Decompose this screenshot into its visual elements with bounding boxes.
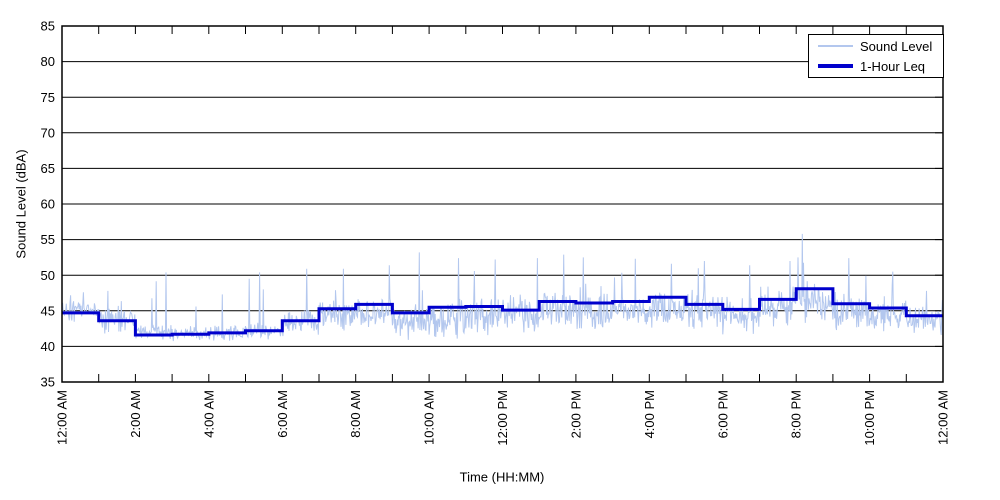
y-tick-label: 45 [41,303,55,318]
x-tick-label: 12:00 AM [55,390,70,445]
x-axis-title: Time (HH:MM) [459,469,545,485]
x-tick-label: 2:00 AM [128,390,143,438]
x-tick-label: 12:00 PM [495,390,510,446]
x-tick-label: 8:00 PM [789,390,804,438]
x-tick-label: 6:00 PM [715,390,730,438]
x-tick-label: 8:00 AM [348,390,363,438]
y-tick-label: 80 [41,54,55,69]
y-tick-label: 75 [41,90,55,105]
y-axis-title: Sound Level (dBA) [13,149,29,259]
y-tick-label: 55 [41,232,55,247]
y-tick-label: 85 [41,19,55,34]
leq-line-sample [818,64,853,68]
x-tick-label: 10:00 PM [862,390,877,446]
y-tick-label: 70 [41,125,55,140]
legend-label-leq: 1-Hour Leq [860,58,926,74]
y-tick-label: 65 [41,161,55,176]
sound-level-line-sample [818,45,853,47]
x-tick-label: 4:00 AM [201,390,216,438]
y-tick-label: 60 [41,197,55,212]
x-tick-label: 12:00 AM [936,390,951,445]
x-tick-label: 4:00 PM [642,390,657,438]
plot-border [61,25,944,383]
legend-label-sound-level: Sound Level [860,38,933,54]
legend: Sound Level 1-Hour Leq [808,34,944,78]
legend-entry-leq: 1-Hour Leq [809,57,943,75]
x-tick-label: 2:00 PM [568,390,583,438]
y-tick-label: 40 [41,339,55,354]
y-tick-label: 35 [41,375,55,390]
x-tick-label: 10:00 AM [422,390,437,445]
leq-series [62,287,943,337]
legend-entry-sound-level: Sound Level [809,37,943,55]
x-tick-label: 6:00 AM [275,390,290,438]
y-tick-label: 50 [41,268,55,283]
